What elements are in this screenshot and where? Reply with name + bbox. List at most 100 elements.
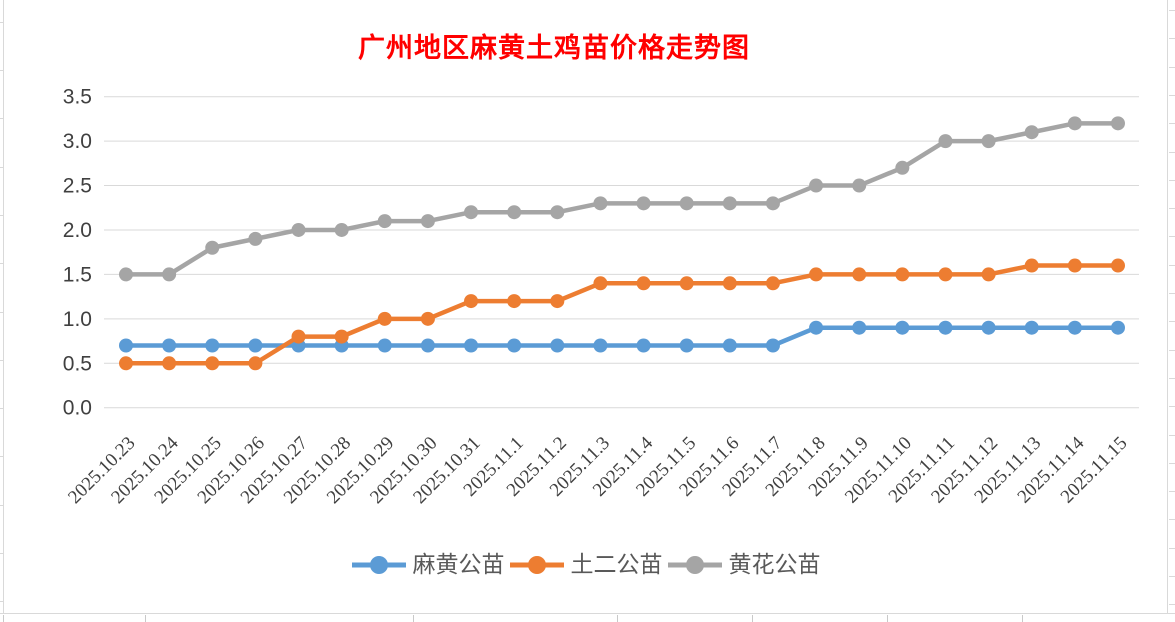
series-point <box>162 267 177 282</box>
sheet-cell-gridline <box>1169 10 1175 11</box>
sheet-cell-gridline <box>0 118 3 119</box>
series-point <box>550 338 565 353</box>
series-point <box>852 320 867 335</box>
y-tick-label: 1.5 <box>63 263 92 286</box>
sheet-cell-gridline <box>1169 38 1175 39</box>
sheet-gridlines-left <box>0 0 3 622</box>
series-point <box>895 320 910 335</box>
sheet-cell-gridline <box>1022 615 1023 622</box>
series-point <box>119 338 133 353</box>
series-point <box>593 196 608 211</box>
series-point <box>507 205 522 220</box>
sheet-cell-gridline <box>1169 293 1175 294</box>
sheet-cell-gridline <box>1169 378 1175 379</box>
series-point <box>679 196 694 211</box>
series-point <box>938 320 953 335</box>
series-point <box>809 267 824 282</box>
legend-label: 黄花公苗 <box>728 552 821 577</box>
sheet-cell-gridline <box>3 615 4 622</box>
series-point <box>765 338 780 353</box>
sheet-cell-gridline <box>0 312 3 313</box>
series-point <box>895 267 910 282</box>
sheet-cell-gridline <box>887 615 888 622</box>
series-point <box>420 214 435 229</box>
series-point <box>550 294 565 309</box>
chart-legend: 麻黄公苗 土二公苗 黄花公苗 <box>4 553 1167 576</box>
series-point <box>636 276 651 291</box>
chart-object[interactable]: 广州地区麻黄土鸡苗价格走势图 0.0 0.5 1.0 1.5 2.0 2.5 3.0 3.5 2… <box>3 0 1168 614</box>
sheet-cell-gridline <box>1169 463 1175 464</box>
sheet-cell-gridline <box>0 22 3 23</box>
series-point <box>507 338 522 353</box>
series-point <box>593 276 608 291</box>
series-point <box>722 276 737 291</box>
sheet-cell-gridline <box>0 70 3 71</box>
series-point <box>1024 320 1039 335</box>
series-point <box>162 338 177 353</box>
series-point <box>507 294 522 309</box>
series-point <box>852 178 867 193</box>
sheet-cell-gridline <box>1169 152 1175 153</box>
sheet-cell-gridline <box>0 456 3 457</box>
legend-line-marker-icon <box>351 555 406 574</box>
series-point <box>377 338 392 353</box>
sheet-cell-gridline <box>1169 576 1175 577</box>
series-point <box>205 338 220 353</box>
sheet-cell-gridline <box>1169 67 1175 68</box>
y-tick-label: 0.5 <box>63 352 92 375</box>
series-point <box>895 160 910 175</box>
series-point <box>248 356 263 371</box>
series-point <box>464 338 479 353</box>
series-line-2 <box>123 121 1121 277</box>
sheet-cell-gridline <box>0 553 3 554</box>
sheet-gridlines-bottom <box>0 615 1175 622</box>
sheet-cell-gridline <box>1169 435 1175 436</box>
sheet-cell-gridline <box>0 360 3 361</box>
series-point <box>464 294 479 309</box>
y-tick-label: 3.0 <box>63 130 92 153</box>
sheet-cell-gridline <box>145 615 146 622</box>
sheet-cell-gridline <box>1169 548 1175 549</box>
series-point <box>981 134 996 149</box>
sheet-cell-gridline <box>1169 321 1175 322</box>
series-point <box>981 267 996 282</box>
series-point <box>1110 258 1125 273</box>
sheet-gridlines-right <box>1169 0 1175 622</box>
legend-label: 土二公苗 <box>570 552 663 577</box>
legend-line-marker-icon <box>667 555 722 574</box>
sheet-cell-gridline <box>1169 236 1175 237</box>
sheet-cell-gridline <box>1169 491 1175 492</box>
series-point <box>1024 125 1039 140</box>
series-point <box>205 356 220 371</box>
plot-area: 0.00.51.01.52.02.53.03.52025.10.232025.1… <box>63 86 1139 508</box>
series-point <box>809 320 824 335</box>
series-point <box>291 222 306 237</box>
series-point <box>938 134 953 149</box>
series-point <box>938 267 953 282</box>
y-tick-label: 0.0 <box>63 397 92 420</box>
sheet-cell-gridline <box>1169 350 1175 351</box>
series-point <box>636 338 651 353</box>
series-point <box>722 196 737 211</box>
sheet-cell-gridline <box>1169 95 1175 96</box>
series-point <box>722 338 737 353</box>
series-point <box>809 178 824 193</box>
legend-item-huanghua: 黄花公苗 <box>667 553 821 576</box>
sheet-cell-gridline <box>752 615 753 622</box>
y-tick-label: 2.0 <box>63 219 92 242</box>
sheet-cell-gridline <box>0 263 3 264</box>
sheet-cell-gridline <box>0 601 3 602</box>
series-point <box>593 338 608 353</box>
series-point <box>1110 116 1125 131</box>
y-tick-label: 2.5 <box>63 175 92 198</box>
series-point <box>464 205 479 220</box>
sheet-cell-gridline <box>1169 265 1175 266</box>
series-point <box>636 196 651 211</box>
series-point <box>679 338 694 353</box>
series-point <box>1067 320 1082 335</box>
sheet-cell-gridline <box>1169 604 1175 605</box>
series-point <box>550 205 565 220</box>
series-point <box>334 329 349 344</box>
series-point <box>291 329 306 344</box>
series-point <box>119 267 133 282</box>
